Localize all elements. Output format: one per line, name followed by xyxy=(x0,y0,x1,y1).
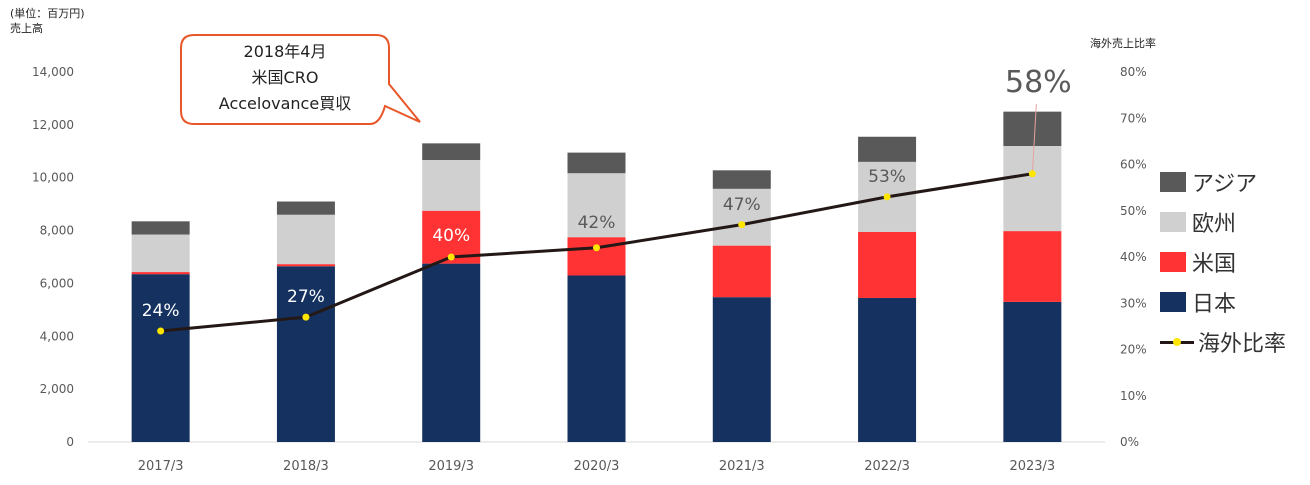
ratio-data-label: 53% xyxy=(868,167,906,187)
bar-segment-usa xyxy=(1003,231,1062,302)
y-tick-label: 14,000 xyxy=(32,65,74,79)
y-axis-unit-label: (単位：百万円) 売上高 xyxy=(10,6,85,36)
bar-segment-europe xyxy=(422,160,481,211)
y-tick-label: 0 xyxy=(66,435,74,449)
ratio-data-label: 58% xyxy=(1005,65,1072,100)
y2-tick-label: 80% xyxy=(1120,65,1147,79)
y2-tick-label: 50% xyxy=(1120,204,1147,218)
legend-item-usa: 米国 xyxy=(1160,248,1286,277)
ratio-marker xyxy=(447,253,455,261)
x-tick-label: 2023/3 xyxy=(1009,459,1055,474)
bar-segment-europe xyxy=(567,173,626,238)
y2-axis-title: 海外売上比率 xyxy=(1090,37,1156,50)
callout-line-3: Accelovance買収 xyxy=(218,94,352,113)
ratio-data-label: 24% xyxy=(142,301,180,321)
unit-text: (単位：百万円) xyxy=(10,7,85,20)
ratio-data-label: 47% xyxy=(723,195,761,215)
y2-tick-label: 20% xyxy=(1120,343,1147,357)
x-tick-label: 2018/3 xyxy=(283,459,329,474)
bar-segment-europe xyxy=(276,214,335,265)
bar-segment-asia xyxy=(712,170,771,189)
bar-segment-asia xyxy=(422,143,481,161)
bar-segment-usa xyxy=(276,264,335,267)
y-tick-label: 10,000 xyxy=(32,171,74,185)
legend: アジア 欧州 米国 日本 海外比率 xyxy=(1160,168,1286,368)
y2-tick-label: 10% xyxy=(1120,389,1147,403)
ratio-marker xyxy=(883,193,891,201)
ratio-data-label: 40% xyxy=(432,226,470,246)
bar-segment-asia xyxy=(1003,111,1062,146)
bar-segment-japan xyxy=(712,297,771,442)
legend-item-europe: 欧州 xyxy=(1160,208,1286,237)
y2-tick-label: 60% xyxy=(1120,158,1147,172)
x-tick-label: 2019/3 xyxy=(428,459,474,474)
bar-segment-japan xyxy=(131,274,190,442)
bar-segment-europe xyxy=(1003,146,1062,232)
ratio-marker xyxy=(738,221,746,229)
x-tick-label: 2022/3 xyxy=(864,459,910,474)
bar-segment-usa xyxy=(567,237,626,276)
bar-segment-japan xyxy=(858,297,917,442)
bar-segment-asia xyxy=(858,136,917,162)
legend-label-usa: 米国 xyxy=(1192,252,1237,277)
bar-segment-asia xyxy=(131,221,190,235)
legend-item-asia: アジア xyxy=(1160,168,1286,197)
legend-item-overseas-ratio: 海外比率 xyxy=(1160,328,1287,357)
y2-tick-label: 30% xyxy=(1120,296,1147,310)
legend-swatch-asia xyxy=(1160,172,1186,192)
bar-segment-asia xyxy=(567,152,626,174)
y-tick-label: 12,000 xyxy=(32,118,74,132)
y-tick-label: 2,000 xyxy=(40,382,74,396)
bar-segment-asia xyxy=(276,201,335,215)
bar-segment-japan xyxy=(276,266,335,442)
bar-segment-japan xyxy=(1003,301,1062,442)
legend-label-asia: アジア xyxy=(1192,172,1258,197)
ratio-data-label: 42% xyxy=(578,213,616,233)
y-axis-title: 売上高 xyxy=(10,22,43,35)
bar-segment-europe xyxy=(131,234,190,273)
x-tick-label: 2017/3 xyxy=(138,459,184,474)
y2-tick-label: 0% xyxy=(1120,435,1139,449)
ratio-marker xyxy=(1028,170,1036,178)
callout-text: 2018年4月 米国CRO Accelovance買収 xyxy=(180,39,390,117)
bar-segment-usa xyxy=(858,231,917,298)
ratio-data-label: 27% xyxy=(287,287,325,307)
callout-line-2: 米国CRO xyxy=(251,68,319,87)
legend-swatch-europe xyxy=(1160,212,1186,232)
acquisition-callout: 2018年4月 米国CRO Accelovance買収 xyxy=(180,34,421,126)
callout-bubble xyxy=(180,34,421,125)
ratio-marker xyxy=(157,327,165,335)
bar-segment-europe xyxy=(712,188,771,246)
y-tick-label: 8,000 xyxy=(40,224,74,238)
ratio-marker xyxy=(302,313,310,321)
x-tick-label: 2020/3 xyxy=(574,459,620,474)
y-tick-label: 4,000 xyxy=(40,329,74,343)
legend-item-japan: 日本 xyxy=(1160,288,1286,317)
legend-swatch-usa xyxy=(1160,252,1186,272)
legend-label-europe: 欧州 xyxy=(1192,212,1237,237)
bar-segment-japan xyxy=(422,263,481,442)
x-tick-label: 2021/3 xyxy=(719,459,765,474)
bar-segment-japan xyxy=(567,275,626,442)
bar-segment-usa xyxy=(131,272,190,275)
legend-label-overseas-ratio: 海外比率 xyxy=(1198,332,1287,357)
ratio-label-leader xyxy=(1031,103,1037,174)
legend-line-marker xyxy=(1160,332,1194,352)
bar-segment-usa xyxy=(712,245,771,298)
callout-line-1: 2018年4月 xyxy=(243,42,327,61)
legend-label-japan: 日本 xyxy=(1192,292,1237,317)
legend-swatch-japan xyxy=(1160,292,1186,312)
ratio-marker xyxy=(593,244,600,252)
y-tick-label: 6,000 xyxy=(40,276,74,290)
y2-tick-label: 40% xyxy=(1120,250,1147,264)
y2-tick-label: 70% xyxy=(1120,111,1147,125)
